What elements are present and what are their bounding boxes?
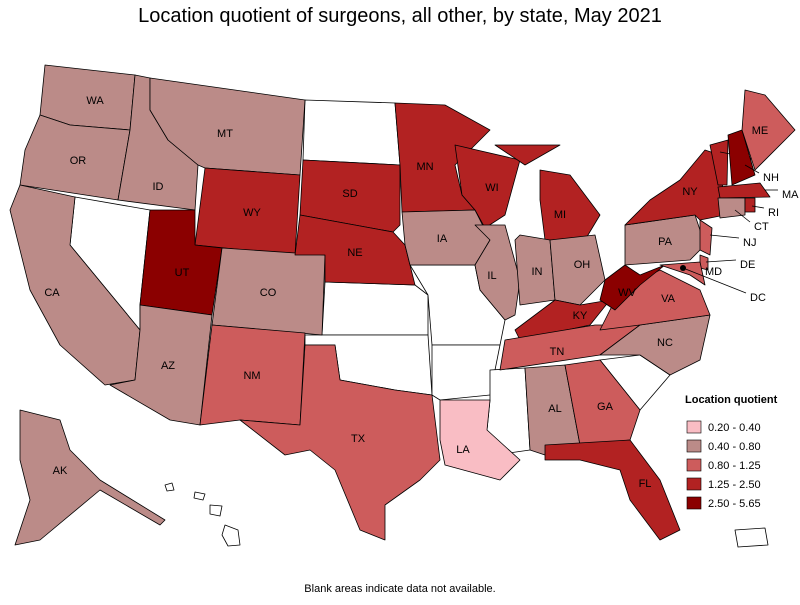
- state-label: AL: [548, 403, 561, 415]
- state: [549, 234, 606, 306]
- legend-swatch: [686, 439, 702, 453]
- state-label: WY: [243, 207, 261, 219]
- state: [659, 261, 706, 286]
- state-label: MD: [705, 266, 722, 278]
- state: [624, 149, 726, 226]
- state-label: MA: [782, 189, 799, 201]
- state-label: CT: [754, 221, 769, 233]
- legend-label: 2.50 - 5.65: [708, 498, 761, 510]
- states: WA OR CA ID MT WY UT AZ CO NM SD NE TX MN IA LA WI IL MI IN…: [9, 64, 799, 546]
- state-label: NY: [682, 186, 698, 198]
- legend-swatch: [686, 458, 702, 472]
- state: [539, 169, 601, 241]
- state-ar: [431, 344, 501, 401]
- state-label: ME: [752, 125, 769, 137]
- state-label: TN: [550, 346, 565, 358]
- state-label: VA: [661, 293, 676, 305]
- legend-swatch: [686, 420, 702, 434]
- state-label: PA: [658, 236, 673, 248]
- state: [14, 409, 166, 546]
- state-label: IA: [437, 233, 448, 245]
- legend: 0.20 - 0.40 0.40 - 0.80 0.80 - 1.25 1.25 - …: [686, 420, 761, 510]
- state: [211, 247, 326, 336]
- state: [564, 359, 641, 446]
- state-label: WA: [86, 95, 104, 107]
- state: [439, 399, 521, 481]
- state-label: UT: [175, 267, 190, 279]
- state-label: DE: [740, 259, 755, 271]
- state-label: DC: [750, 292, 766, 304]
- legend-label: 0.40 - 0.80: [708, 441, 761, 453]
- legend-title: Location quotient: [685, 394, 778, 406]
- state-label: RI: [768, 207, 779, 219]
- state-label: FL: [639, 478, 652, 490]
- territory-pr: [734, 527, 769, 548]
- state-label: MN: [416, 161, 433, 173]
- state: [514, 234, 556, 306]
- state: [299, 159, 401, 233]
- legend-swatch: [686, 496, 702, 510]
- state-label: NJ: [743, 237, 756, 249]
- no-data-states: [69, 99, 769, 548]
- state: [294, 214, 416, 286]
- state-label: WI: [485, 182, 498, 194]
- leader-line: [709, 234, 740, 239]
- state-label: CA: [44, 287, 60, 299]
- state-label: TX: [351, 433, 366, 445]
- state: [239, 344, 441, 541]
- leader-line: [705, 259, 737, 263]
- state: [727, 129, 756, 186]
- state-label: KY: [573, 310, 588, 322]
- state: [109, 304, 213, 426]
- state-hi: [221, 524, 241, 547]
- state-label: OR: [70, 155, 87, 167]
- state-label: MT: [217, 128, 233, 140]
- note: Blank areas indicate data not available.: [304, 583, 495, 595]
- state-label: AK: [53, 465, 68, 477]
- state-label: ID: [153, 181, 164, 193]
- legend-label: 1.25 - 2.50: [708, 479, 761, 491]
- state-label: WV: [618, 287, 636, 299]
- state: [474, 224, 521, 321]
- state-label: CO: [260, 287, 277, 299]
- state-ks: [321, 281, 429, 336]
- leader-line: [744, 164, 760, 174]
- state-label: SD: [342, 188, 357, 200]
- state-label: IN: [532, 266, 543, 278]
- state: [744, 197, 756, 213]
- state-label: LA: [456, 444, 470, 456]
- state-nd: [302, 99, 401, 166]
- state-label: AZ: [161, 360, 175, 372]
- state: [149, 77, 306, 176]
- state-label: NM: [243, 370, 260, 382]
- state-label: MI: [554, 209, 566, 221]
- leader-line: [734, 209, 751, 223]
- state-label: NH: [763, 172, 779, 184]
- state: [544, 439, 681, 541]
- state: [9, 184, 141, 386]
- state-label: OH: [574, 259, 591, 271]
- state: [709, 139, 729, 186]
- state-label: GA: [597, 401, 614, 413]
- state: [741, 89, 796, 171]
- leader-line: [751, 205, 765, 209]
- state-hi: [209, 504, 223, 517]
- map-title: Location quotient of surgeons, all other…: [138, 5, 662, 27]
- state-label: NC: [657, 337, 673, 349]
- state: [599, 264, 666, 311]
- legend-swatch: [686, 477, 702, 491]
- state: [699, 219, 713, 256]
- legend-label: 0.20 - 0.40: [708, 422, 761, 434]
- state-label: NE: [347, 247, 362, 259]
- state-label: IL: [487, 270, 496, 282]
- leader-line: [682, 267, 747, 294]
- state-hi: [164, 482, 175, 492]
- state: [717, 182, 771, 199]
- legend-label: 0.80 - 1.25: [708, 460, 761, 472]
- state: [494, 144, 561, 166]
- state-hi: [193, 491, 206, 501]
